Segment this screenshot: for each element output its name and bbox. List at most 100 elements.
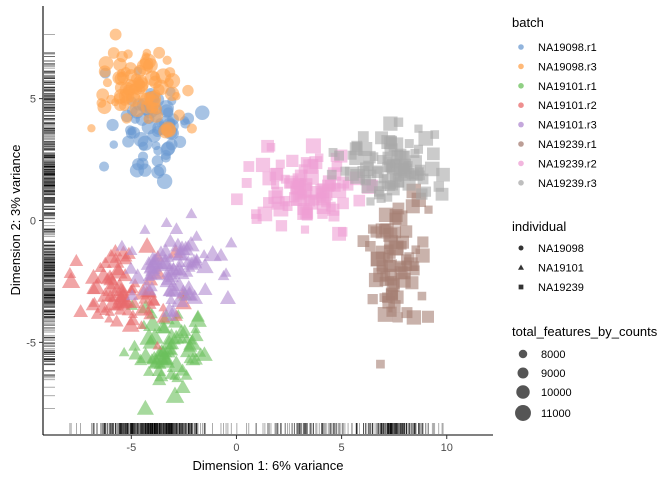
data-point xyxy=(324,180,336,191)
data-point xyxy=(173,109,185,121)
data-point xyxy=(305,138,321,154)
data-point xyxy=(328,147,338,157)
legend-batch-label: NA19101.r1 xyxy=(538,81,597,93)
data-point xyxy=(334,150,344,161)
data-point xyxy=(231,193,243,206)
legend-size-label: 10000 xyxy=(541,387,572,399)
data-point xyxy=(275,159,285,169)
data-point xyxy=(152,256,170,271)
data-point xyxy=(386,135,397,147)
data-point xyxy=(271,180,280,190)
data-point xyxy=(174,257,186,268)
data-point xyxy=(389,208,403,223)
data-point xyxy=(137,279,157,296)
y-tick-label: 5 xyxy=(30,94,36,106)
data-point xyxy=(196,257,214,274)
data-point xyxy=(392,202,405,215)
data-point xyxy=(151,155,164,167)
data-point xyxy=(183,353,195,364)
legend-batch-label: NA19101.r3 xyxy=(538,120,597,132)
data-point xyxy=(268,190,282,204)
data-point xyxy=(145,292,161,306)
legend-individual-label: NA19239 xyxy=(538,282,584,294)
data-point xyxy=(109,314,124,327)
data-point xyxy=(394,150,409,166)
data-point xyxy=(90,307,104,319)
data-point xyxy=(383,252,394,263)
data-point xyxy=(357,131,369,143)
data-point xyxy=(153,46,166,59)
data-point xyxy=(243,161,255,172)
data-point xyxy=(175,363,190,376)
data-point xyxy=(180,279,198,295)
legend-size: 8000 9000 10000 11000 xyxy=(515,349,572,421)
data-point xyxy=(374,189,384,200)
data-point xyxy=(303,169,319,185)
data-point xyxy=(353,194,366,207)
data-point xyxy=(121,113,132,124)
legend-batch: NA19098.r1 NA19098.r3 NA19101.r1 NA19101.r2… xyxy=(518,42,597,190)
data-point xyxy=(382,151,394,163)
data-point xyxy=(261,139,274,153)
data-point xyxy=(270,167,284,181)
data-point xyxy=(166,311,177,321)
data-point xyxy=(154,245,168,257)
legend-batch-swatch xyxy=(518,102,524,108)
data-point xyxy=(87,124,96,133)
data-point xyxy=(143,314,163,331)
data-point xyxy=(151,141,161,151)
data-point xyxy=(321,197,331,208)
data-point xyxy=(173,135,187,149)
data-point xyxy=(427,147,440,161)
data-point xyxy=(183,256,199,270)
data-point xyxy=(128,297,141,309)
data-point xyxy=(182,236,200,252)
data-point xyxy=(145,90,162,107)
legend-size-swatch xyxy=(516,385,530,399)
legend-size-label: 8000 xyxy=(541,349,565,361)
data-point xyxy=(263,197,274,208)
data-point xyxy=(436,167,450,182)
data-point xyxy=(112,291,128,305)
data-point xyxy=(106,118,119,132)
data-point xyxy=(125,128,137,139)
data-point xyxy=(398,168,407,178)
legend-batch-swatch xyxy=(518,180,524,186)
data-point xyxy=(383,193,393,202)
data-point xyxy=(394,260,406,272)
data-point xyxy=(351,141,361,151)
data-point xyxy=(367,224,378,234)
y-tick-label: 0 xyxy=(30,216,36,228)
data-point xyxy=(298,164,308,174)
x-axis-title: Dimension 1: 6% variance xyxy=(192,458,343,473)
data-point xyxy=(115,239,129,251)
x-tick-label: 5 xyxy=(339,442,345,454)
data-point xyxy=(173,240,191,255)
data-point xyxy=(137,135,153,151)
x-tick-label: -5 xyxy=(126,442,136,454)
data-point xyxy=(139,224,151,234)
data-point xyxy=(160,121,176,137)
data-point xyxy=(109,28,122,41)
data-point xyxy=(282,201,293,212)
data-point xyxy=(190,230,203,241)
data-point xyxy=(152,340,163,350)
data-point xyxy=(424,161,440,177)
legend-size-label: 9000 xyxy=(541,368,565,380)
legend-size-swatch xyxy=(515,405,531,421)
data-point xyxy=(304,195,316,207)
data-point xyxy=(197,282,213,295)
data-point xyxy=(61,272,81,289)
data-point xyxy=(154,368,169,382)
data-point xyxy=(417,236,429,248)
legend-individual-label: NA19101 xyxy=(538,263,584,275)
data-point xyxy=(167,314,183,328)
data-point xyxy=(382,162,393,173)
data-point xyxy=(326,169,337,180)
data-point xyxy=(406,310,422,325)
data-point xyxy=(96,88,110,102)
data-point xyxy=(377,154,387,165)
data-point xyxy=(129,101,145,118)
legend-batch-label: NA19239.r3 xyxy=(538,178,597,190)
